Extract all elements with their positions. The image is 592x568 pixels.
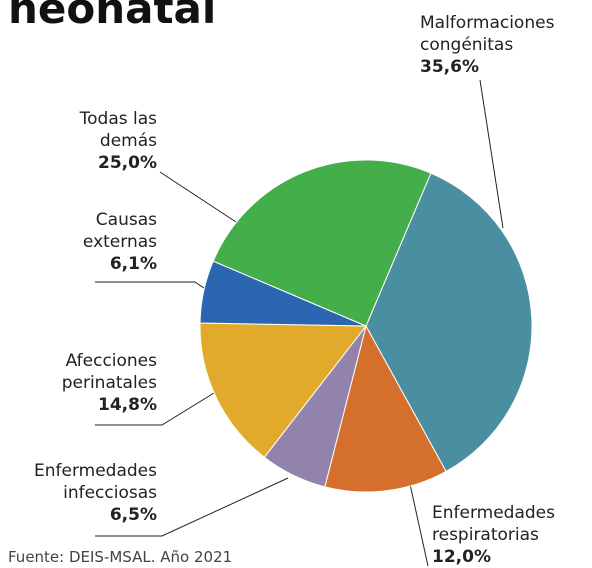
- slice-label: Malformaciones congénitas 35,6%: [420, 12, 592, 78]
- category-name: Afecciones perinatales: [61, 351, 157, 393]
- value-label: 35,6%: [420, 57, 479, 77]
- category-name: Todas las demás: [79, 109, 157, 151]
- slice-label: Todas las demás 25,0%: [47, 108, 157, 174]
- leader-lines: [95, 79, 504, 567]
- pie-slice: [365, 172, 533, 473]
- pie-slice: [199, 322, 368, 458]
- category-name: Malformaciones congénitas: [420, 13, 555, 55]
- slice-label: Causas externas 6,1%: [47, 209, 157, 275]
- source: Fuente: DEIS-MSAL. Año 2021: [8, 548, 233, 566]
- leader-line: [409, 483, 429, 567]
- value-label: 25,0%: [98, 153, 157, 173]
- leader-line: [95, 477, 289, 537]
- chart-title: neonatal: [8, 0, 217, 33]
- leader-line: [95, 392, 215, 426]
- leader-line: [159, 171, 237, 223]
- leader-line: [479, 79, 504, 229]
- category-name: Enfermedades respiratorias: [432, 503, 555, 545]
- value-label: 6,5%: [109, 505, 157, 525]
- value-label: 14,8%: [98, 395, 157, 415]
- value-label: 12,0%: [432, 547, 491, 567]
- pie-slice: [324, 324, 447, 493]
- pie-slice: [212, 159, 432, 327]
- slice-label: Afecciones perinatales 14,8%: [17, 350, 157, 416]
- slice-label: Enfermedades respiratorias 12,0%: [432, 502, 592, 568]
- leader-line: [95, 281, 208, 291]
- value-label: 6,1%: [109, 254, 157, 274]
- category-name: Causas externas: [82, 210, 157, 252]
- slice-label: Enfermedades infecciosas 6,5%: [7, 460, 157, 526]
- category-name: Enfermedades infecciosas: [34, 461, 157, 503]
